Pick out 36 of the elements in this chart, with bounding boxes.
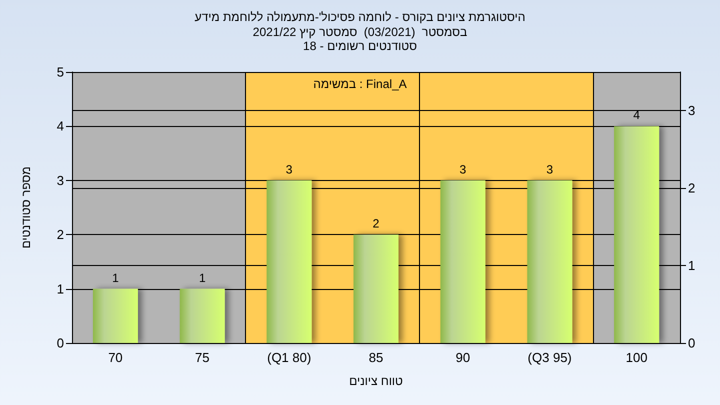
y2-tick-label: 0: [688, 336, 696, 350]
x-tick-label: 75: [195, 350, 210, 365]
data-label: 2: [372, 216, 380, 231]
x-tick-label: 70: [108, 350, 123, 365]
data-label: 1: [198, 270, 206, 285]
y2-tick-label: 2: [688, 180, 696, 196]
y-tick-label: 2: [56, 227, 64, 242]
data-label: 3: [460, 162, 467, 176]
x-tick-label: 90: [456, 350, 470, 365]
chart-subtitle: בסמסטר (03/2021) סמסטר קיץ 2021/22 סטודנטים רשומים - 18: [252, 25, 468, 53]
x-tick-label: 85: [368, 350, 384, 365]
data-label: 3: [286, 162, 293, 176]
y-tick-label: 3: [56, 172, 64, 188]
bar: [180, 288, 225, 343]
y-axis-title: מספר סטודנטים: [19, 166, 33, 249]
chart-title: היסטוגרמת ציונים בקורס - לוחמה פסיכול'-מתעמולה ללוחמת מידע: [194, 10, 526, 24]
x-tick-label: (Q3 95): [528, 350, 572, 365]
bar: [92, 288, 138, 343]
y-tick-label: 0: [56, 336, 64, 350]
bar: [614, 126, 660, 343]
annotation: במשימה : Final_A: [313, 77, 407, 91]
y2-tick-label: 3: [688, 103, 696, 118]
bar: [354, 234, 398, 343]
bar: [527, 180, 572, 343]
x-tick-label: 100: [626, 350, 648, 365]
data-label: 1: [112, 270, 120, 285]
bar: [440, 180, 486, 343]
y-tick-label: 4: [56, 118, 64, 134]
data-label: 3: [546, 162, 554, 176]
y-tick-label: 5: [56, 64, 64, 80]
x-axis-title: טווח ציונים: [349, 374, 404, 388]
y2-tick-label: 1: [688, 258, 696, 274]
x-tick-label: (Q1 80): [267, 350, 312, 365]
y-tick-label: 1: [56, 281, 64, 296]
data-label: 4: [633, 108, 640, 122]
bar: [266, 180, 312, 343]
